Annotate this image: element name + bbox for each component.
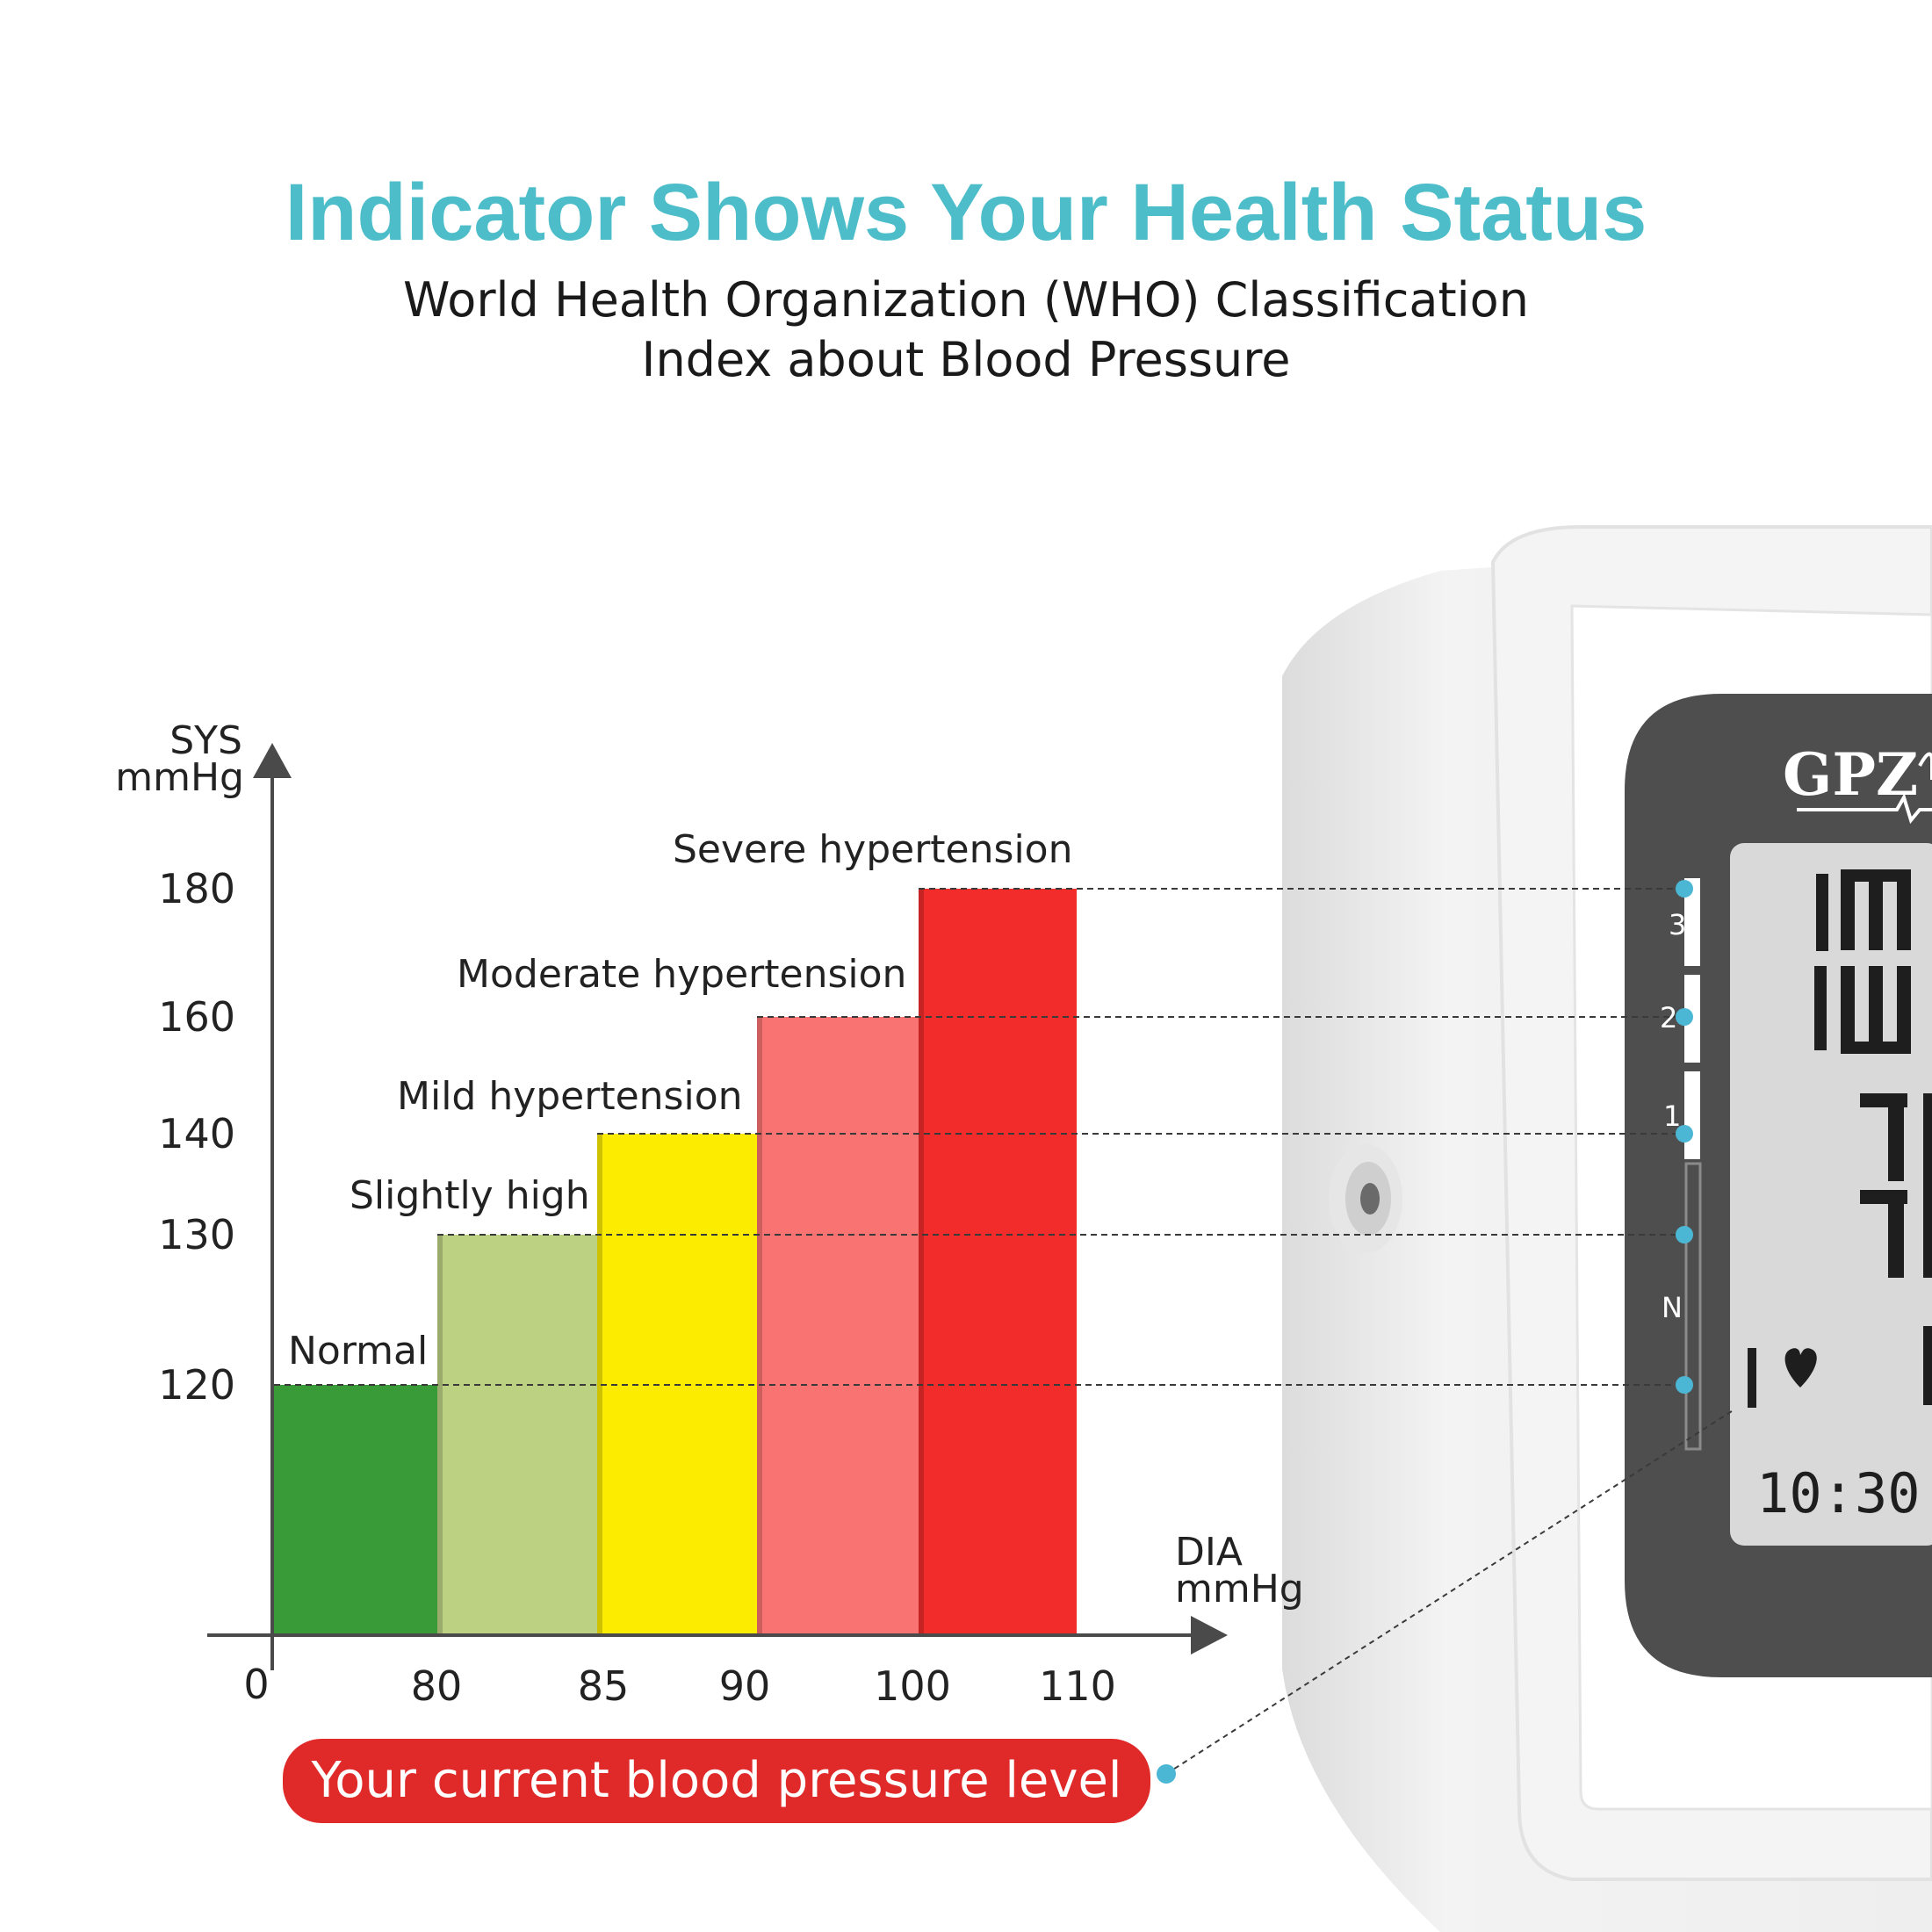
x-tick-100: 100 <box>874 1662 951 1710</box>
x-tick-90: 90 <box>719 1662 771 1710</box>
grade-label-3: 3 <box>1669 908 1686 941</box>
y-axis-unit: mmHg <box>115 755 244 800</box>
guide-dot-120 <box>1676 1376 1693 1394</box>
cta-pointer-line <box>1165 1409 1735 1775</box>
category-label-4: Moderate hypertension <box>457 952 906 997</box>
y-tick-120: 120 <box>158 1361 235 1409</box>
bar-shadow-4 <box>757 1017 762 1635</box>
blood-pressure-monitor: GPZ 10:30 3 <box>1282 525 1932 1932</box>
category-label-3: Mild hypertension <box>397 1074 743 1119</box>
grade-label-1: 1 <box>1663 1099 1681 1133</box>
x-tick-85: 85 <box>578 1662 630 1710</box>
y-axis-arrow <box>253 743 292 778</box>
y-tick-130: 130 <box>158 1211 235 1258</box>
brand-logo: GPZ <box>1783 740 1918 809</box>
bar-1 <box>274 1385 437 1635</box>
bar-shadow-5 <box>919 889 924 1635</box>
brand-pulse-icon <box>1797 792 1932 825</box>
subtitle-line-2: Index about Blood Pressure <box>641 332 1291 387</box>
heart-icon <box>1784 1348 1817 1388</box>
lcd-time: 10:30 <box>1756 1461 1921 1525</box>
bar-shadow-3 <box>597 1134 602 1635</box>
current-level-button[interactable]: Your current blood pressure level <box>283 1739 1150 1823</box>
subtitle-line-1: World Health Organization (WHO) Classifi… <box>403 272 1529 328</box>
category-label-5: Severe hypertension <box>673 827 1072 872</box>
cuff-port-hole <box>1360 1183 1380 1215</box>
x-axis-title: DIA <box>1175 1530 1243 1575</box>
lcd-bar <box>1748 1348 1756 1408</box>
bar-shadow-2 <box>437 1235 443 1635</box>
guide-dot-130 <box>1676 1226 1693 1244</box>
y-tick-140: 140 <box>158 1110 235 1157</box>
cta-pointer-dot <box>1157 1764 1176 1784</box>
x-tick-origin: 0 <box>243 1661 269 1708</box>
x-tick-110: 110 <box>1039 1662 1116 1710</box>
guide-dot-140 <box>1676 1125 1693 1143</box>
x-axis-unit: mmHg <box>1175 1567 1304 1611</box>
lcd-large-digits <box>1814 869 1932 1278</box>
guide-dot-160 <box>1676 1008 1693 1026</box>
y-axis-title: SYS <box>169 718 242 763</box>
lcd-digit-partial <box>1923 1326 1932 1405</box>
bar-2 <box>437 1235 597 1635</box>
bp-classification-chart: Normal Slightly high Mild hypertension Mode… <box>115 718 1735 1784</box>
category-label-1: Normal <box>288 1329 428 1373</box>
grade-label-n: N <box>1662 1291 1683 1324</box>
y-tick-180: 180 <box>158 865 235 912</box>
x-axis-arrow <box>1191 1616 1228 1654</box>
bar-4 <box>757 1017 919 1635</box>
bar-5 <box>919 889 1077 1635</box>
y-tick-160: 160 <box>158 993 235 1041</box>
guide-dot-180 <box>1676 880 1693 898</box>
category-label-2: Slightly high <box>350 1173 590 1218</box>
page-title: Indicator Shows Your Health Status <box>285 168 1647 257</box>
x-tick-80: 80 <box>411 1662 463 1710</box>
